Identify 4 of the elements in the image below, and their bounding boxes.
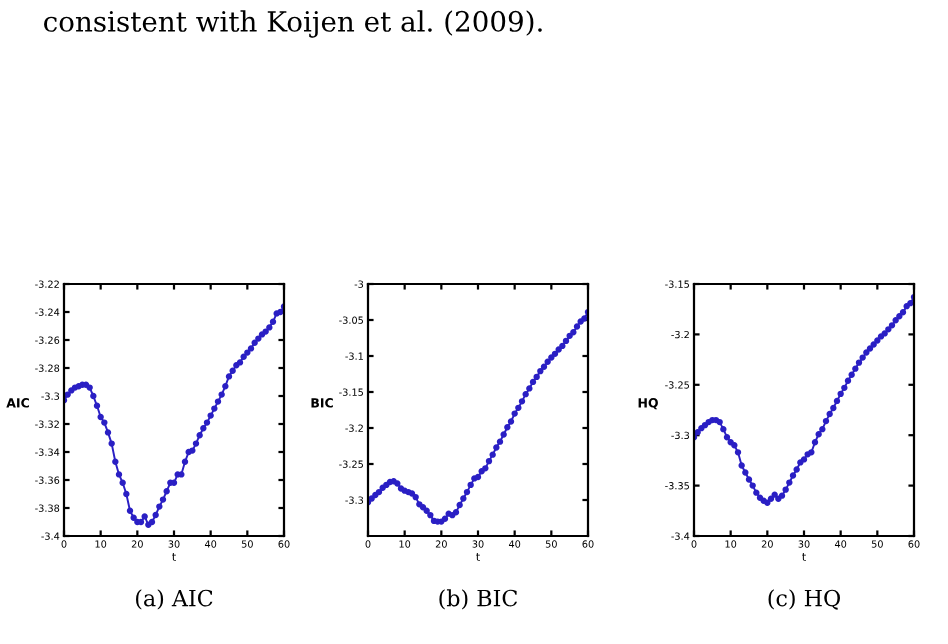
- text: (b) BIC: [439, 589, 518, 610]
- text: (c) HQ: [768, 589, 840, 610]
- text: (a) AIC: [136, 589, 213, 610]
- text: consistent with Koijen et al. (2009).: [44, 10, 542, 38]
